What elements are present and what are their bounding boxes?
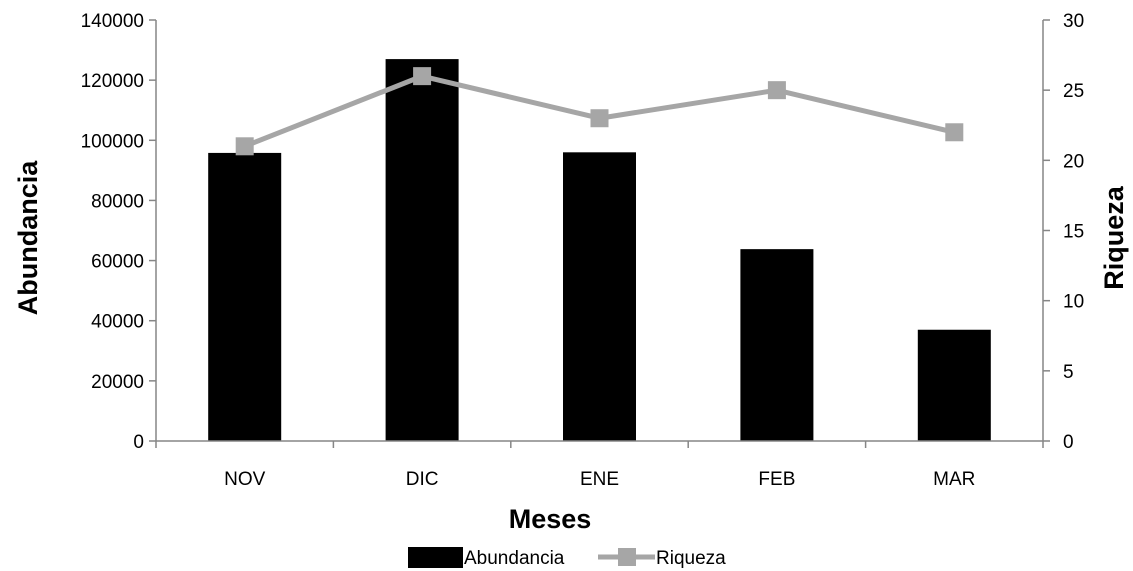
- right-axis-ticks: 0 5 10 15 20 25 30: [1043, 11, 1084, 453]
- riqueza-marker-feb: [767, 81, 786, 100]
- y2-axis-title: Riqueza: [1099, 185, 1129, 290]
- y2-tick-label: 5: [1063, 362, 1074, 383]
- legend-swatch-riqueza-marker: [618, 548, 636, 566]
- x-tick-label-mar: MAR: [933, 469, 975, 490]
- riqueza-marker-dic: [413, 67, 432, 86]
- y2-tick-label: 30: [1063, 11, 1084, 32]
- y2-tick-label: 10: [1063, 292, 1084, 313]
- y2-tick-label: 25: [1063, 81, 1084, 102]
- legend-label-riqueza: Riqueza: [656, 548, 726, 569]
- y-tick-label: 120000: [81, 71, 144, 92]
- x-axis-ticks: NOV DIC ENE FEB MAR: [155, 441, 1044, 490]
- riqueza-line-layer: [235, 67, 964, 156]
- y2-tick-label: 15: [1063, 222, 1084, 243]
- y-tick-label: 0: [133, 432, 144, 453]
- bar-nov: [208, 152, 282, 441]
- y-tick-label: 20000: [91, 372, 144, 393]
- legend-swatch-abundancia: [408, 547, 463, 568]
- bar-feb: [740, 249, 814, 441]
- bar-dic: [385, 59, 459, 441]
- bar-mar: [917, 329, 991, 441]
- left-axis-ticks: 0 20000 40000 60000 80000 100000 120000 140000: [81, 11, 156, 453]
- x-tick-label-feb: FEB: [758, 469, 795, 490]
- riqueza-marker-mar: [945, 123, 964, 142]
- y-tick-label: 100000: [81, 131, 144, 152]
- x-axis-title: Meses: [509, 504, 592, 534]
- x-tick-label-nov: NOV: [224, 469, 266, 490]
- x-tick-label-dic: DIC: [406, 469, 439, 490]
- y-tick-label: 60000: [91, 252, 144, 273]
- riqueza-marker-nov: [235, 137, 254, 156]
- bars-layer: [208, 59, 991, 442]
- y-axis-title: Abundancia: [13, 160, 43, 315]
- y-tick-label: 140000: [81, 11, 144, 32]
- y2-tick-label: 20: [1063, 151, 1084, 172]
- legend-label-abundancia: Abundancia: [464, 548, 565, 569]
- y-tick-label: 80000: [91, 191, 144, 212]
- x-tick-label-ene: ENE: [580, 469, 619, 490]
- riqueza-marker-ene: [590, 109, 609, 128]
- legend: Abundancia Riqueza: [408, 547, 726, 569]
- y2-tick-label: 0: [1063, 432, 1074, 453]
- y-tick-label: 40000: [91, 312, 144, 333]
- bar-ene: [563, 152, 636, 442]
